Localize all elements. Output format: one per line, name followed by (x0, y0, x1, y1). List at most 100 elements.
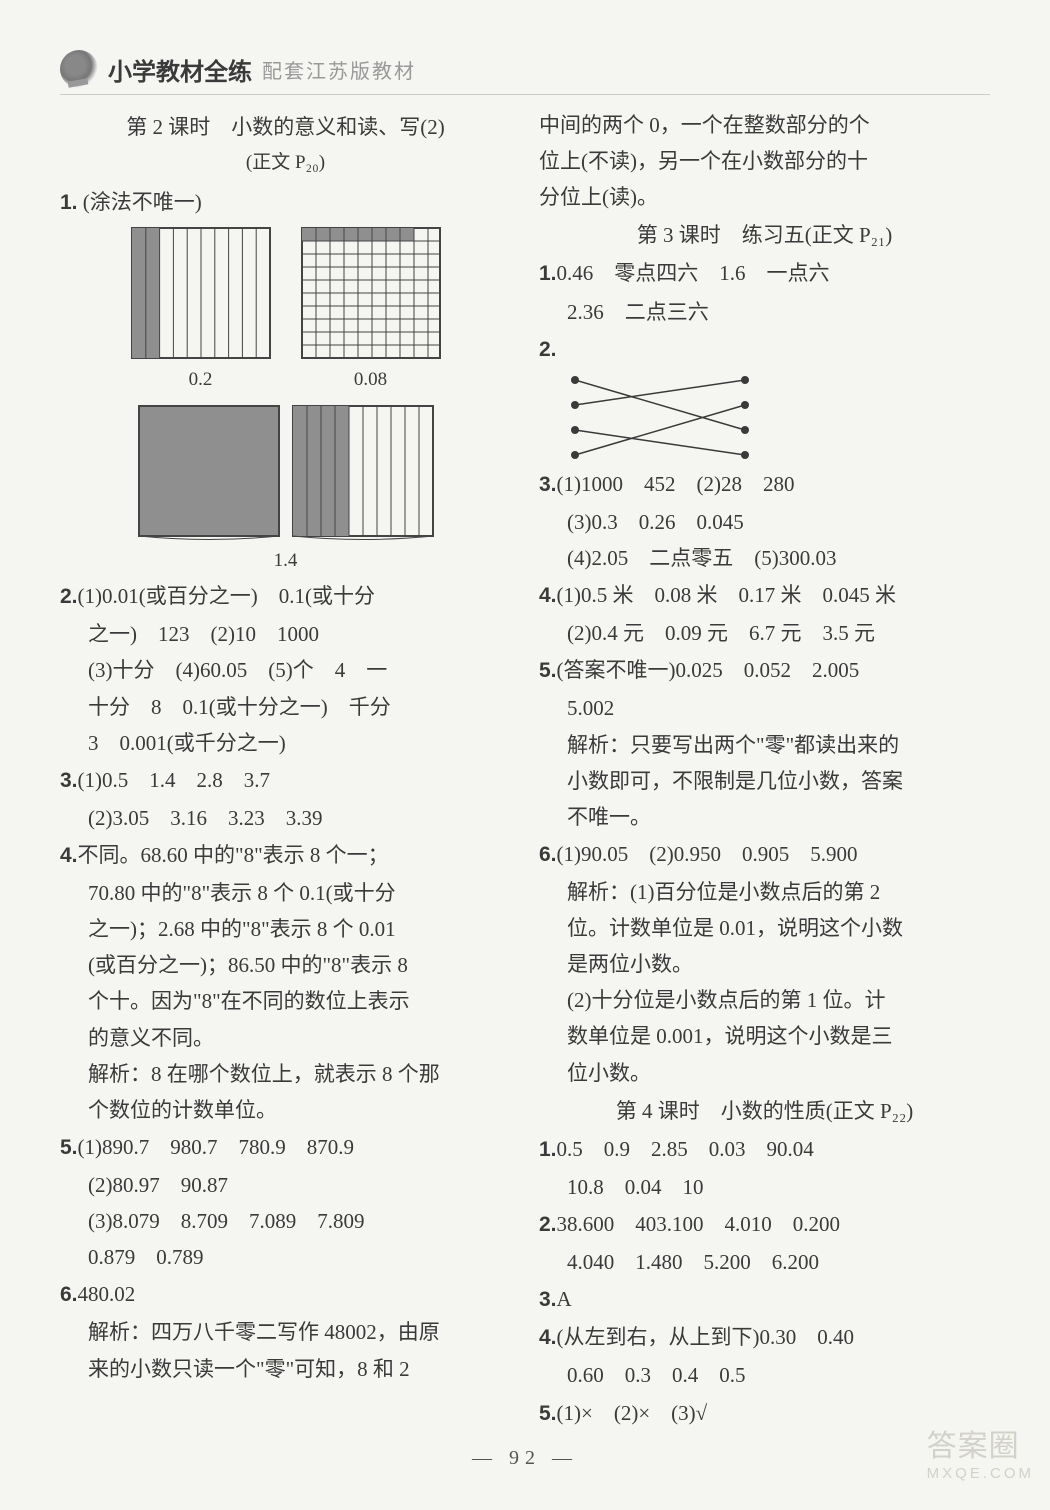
page: 小学教材全练 配套江苏版教材 第 2 课时 小数的意义和读、写(2) (正文 P… (0, 0, 1050, 1510)
q3-l2: (2)3.05 3.16 3.23 3.39 (60, 800, 511, 836)
r2: 2. (539, 331, 990, 368)
s4-3-l1: A (557, 1287, 572, 1311)
r1-label: 1. (539, 262, 557, 285)
q4-a1: 解析：8 在哪个数位上，就表示 8 个那 (60, 1056, 511, 1092)
r1-l2: 2.36 二点三六 (539, 294, 990, 330)
q4-l3: 之一)；2.68 中的"8"表示 8 个 0.01 (60, 911, 511, 947)
logo-icon (60, 50, 98, 88)
q3-l1: (1)0.5 1.4 2.8 3.7 (78, 768, 271, 792)
r6-a5: 数单位是 0.001，说明这个小数是三 (539, 1018, 990, 1054)
q2-l3: (3)十分 (4)60.05 (5)个 4 一 (60, 652, 511, 688)
cont-l1: 中间的两个 0，一个在整数部分的个 (539, 107, 990, 143)
grid-14a-icon (134, 405, 284, 545)
q3: 3.(1)0.5 1.4 2.8 3.7 (60, 762, 511, 799)
r6-a2: 位。计数单位是 0.01，说明这个小数 (539, 910, 990, 946)
q4-l6: 的意义不同。 (60, 1020, 511, 1056)
s4-4-l2: 0.60 0.3 0.4 0.5 (539, 1357, 990, 1393)
q4-label: 4. (60, 844, 78, 867)
r2-label: 2. (539, 338, 557, 361)
left-column: 第 2 课时 小数的意义和读、写(2) (正文 P₂₀) 1. (涂法不唯一) (60, 107, 511, 1433)
two-column-layout: 第 2 课时 小数的意义和读、写(2) (正文 P₂₀) 1. (涂法不唯一) (60, 107, 990, 1433)
r5-a1: 解析：只要写出两个"零"都读出来的 (539, 727, 990, 763)
right-column: 中间的两个 0，一个在整数部分的个 位上(不读)，另一个在小数部分的十 分位上(… (539, 107, 990, 1433)
matching-icon (565, 372, 765, 462)
q1-text: (涂法不唯一) (83, 190, 202, 214)
page-header: 小学教材全练 配套江苏版教材 (60, 50, 990, 95)
header-subtitle: 配套江苏版教材 (262, 55, 416, 84)
q6-label: 6. (60, 1283, 78, 1306)
r6-a6: 位小数。 (539, 1055, 990, 1091)
cont-l2: 位上(不读)，另一个在小数部分的十 (539, 143, 990, 179)
s4-5-label: 5. (539, 1402, 557, 1425)
lesson-2-title: 第 2 课时 小数的意义和读、写(2) (60, 109, 511, 145)
s4-3-label: 3. (539, 1288, 557, 1311)
q4-l2: 70.80 中的"8"表示 8 个 0.1(或十分 (60, 875, 511, 911)
q2-label: 2. (60, 585, 78, 608)
q4-l1: 不同。68.60 中的"8"表示 8 个一； (78, 843, 389, 867)
q3-label: 3. (60, 769, 78, 792)
lesson-3-title: 第 3 课时 练习五(正文 P₂₁) (539, 217, 990, 253)
r4-label: 4. (539, 584, 557, 607)
r6: 6.(1)90.05 (2)0.950 0.905 5.900 (539, 836, 990, 873)
r4-l2: (2)0.4 元 0.09 元 6.7 元 3.5 元 (539, 615, 990, 651)
q6-a1: 解析：四万八千零二写作 48002，由原 (60, 1314, 511, 1350)
fig-02: 0.2 (131, 227, 271, 397)
lesson-4-title: 第 4 课时 小数的性质(正文 P₂₂) (539, 1093, 990, 1129)
q2-l2: 之一) 123 (2)10 1000 (60, 616, 511, 652)
q2-l1: (1)0.01(或百分之一) 0.1(或十分 (78, 584, 375, 608)
r1-l1: 0.46 零点四六 1.6 一点六 (557, 261, 830, 285)
page-number: — 92 — (60, 1447, 990, 1470)
q4: 4.不同。68.60 中的"8"表示 8 个一； (60, 837, 511, 874)
q5-l4: 0.879 0.789 (60, 1239, 511, 1275)
s4-4-label: 4. (539, 1326, 557, 1349)
s4-1-l2: 10.8 0.04 10 (539, 1169, 990, 1205)
q4-l5: 个十。因为"8"在不同的数位上表示 (60, 983, 511, 1019)
s4-1: 1.0.5 0.9 2.85 0.03 90.04 (539, 1131, 990, 1168)
r3-l2: (3)0.3 0.26 0.045 (539, 504, 990, 540)
matching-diagram (565, 372, 990, 462)
r5-a3: 不唯一。 (539, 799, 990, 835)
fig-02-label: 0.2 (131, 364, 271, 397)
q2-l5: 3 0.001(或千分之一) (60, 725, 511, 761)
r3-l3: (4)2.05 二点零五 (5)300.03 (539, 540, 990, 576)
s4-3: 3.A (539, 1281, 990, 1318)
r3-l1: (1)1000 452 (2)28 280 (557, 472, 795, 496)
r5-label: 5. (539, 659, 557, 682)
r6-a4: (2)十分位是小数点后的第 1 位。计 (539, 982, 990, 1018)
q5-l2: (2)80.97 90.87 (60, 1167, 511, 1203)
grid-14b-icon (288, 405, 438, 545)
q5-l1: (1)890.7 980.7 780.9 870.9 (78, 1135, 355, 1159)
q4-l4: (或百分之一)；86.50 中的"8"表示 8 (60, 947, 511, 983)
r5-l1: (答案不唯一)0.025 0.052 2.005 (557, 658, 860, 682)
q1: 1. (涂法不唯一) (60, 184, 511, 221)
s4-5: 5.(1)× (2)× (3)√ (539, 1395, 990, 1432)
r5-l2: 5.002 (539, 690, 990, 726)
s4-4: 4.(从左到右，从上到下)0.30 0.40 (539, 1319, 990, 1356)
r6-a1: 解析：(1)百分位是小数点后的第 2 (539, 874, 990, 910)
figures-row-2 (60, 405, 511, 545)
q6-l1: 480.02 (78, 1282, 136, 1306)
s4-4-l1: (从左到右，从上到下)0.30 0.40 (557, 1325, 855, 1349)
q5-l3: (3)8.079 8.709 7.089 7.809 (60, 1203, 511, 1239)
q5: 5.(1)890.7 980.7 780.9 870.9 (60, 1129, 511, 1166)
r5: 5.(答案不唯一)0.025 0.052 2.005 (539, 652, 990, 689)
grid-02-icon (131, 227, 271, 362)
q2: 2.(1)0.01(或百分之一) 0.1(或十分 (60, 578, 511, 615)
s4-2-l2: 4.040 1.480 5.200 6.200 (539, 1244, 990, 1280)
r6-label: 6. (539, 843, 557, 866)
q6-a2: 来的小数只读一个"零"可知，8 和 2 (60, 1351, 511, 1387)
r6-l1: (1)90.05 (2)0.950 0.905 5.900 (557, 842, 858, 866)
figures-row-1: 0.2 (60, 227, 511, 397)
q4-a2: 个数位的计数单位。 (60, 1092, 511, 1128)
r4: 4.(1)0.5 米 0.08 米 0.17 米 0.045 米 (539, 577, 990, 614)
cont-l3: 分位上(读)。 (539, 179, 990, 215)
r6-a3: 是两位小数。 (539, 946, 990, 982)
r3: 3.(1)1000 452 (2)28 280 (539, 466, 990, 503)
header-title: 小学教材全练 (108, 52, 252, 87)
r5-a2: 小数即可，不限制是几位小数，答案 (539, 763, 990, 799)
q1-label: 1. (60, 191, 78, 214)
lesson-2-sub: (正文 P₂₀) (60, 147, 511, 180)
fig-008-label: 0.08 (301, 364, 441, 397)
s4-1-label: 1. (539, 1138, 557, 1161)
q6: 6.480.02 (60, 1276, 511, 1313)
